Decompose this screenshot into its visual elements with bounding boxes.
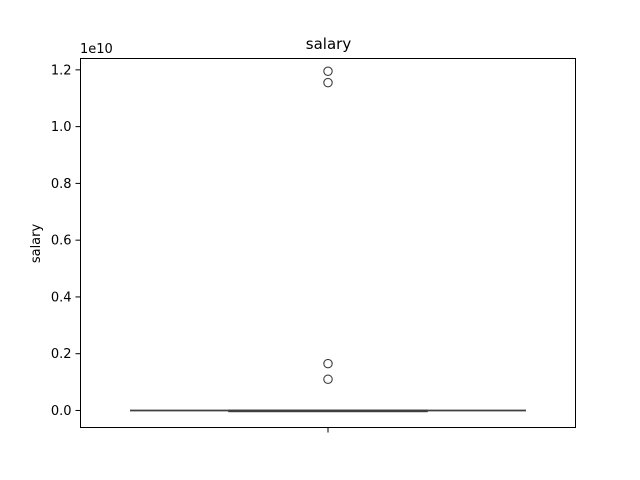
y-tick-label: 1.0 [51, 120, 72, 135]
chart-title: salary [306, 35, 352, 53]
y-tick-label: 0.6 [51, 234, 72, 249]
axes-frame [80, 58, 576, 428]
y-ticks: 0.0 0.2 0.4 0.6 0.8 1.0 1.2 [51, 63, 81, 419]
y-tick-label: 0.4 [51, 290, 72, 305]
outlier-point [323, 374, 333, 384]
y-axis-label: salary [29, 224, 44, 264]
outlier-point [323, 358, 333, 369]
y-tick-label: 0.8 [51, 177, 72, 192]
y-tick-label: 0.0 [51, 404, 72, 419]
outlier-point [323, 66, 333, 77]
y-offset-label: 1e10 [80, 42, 113, 57]
y-tick-label: 1.2 [51, 63, 72, 78]
plot-area [130, 66, 526, 413]
outlier-point [323, 77, 333, 88]
y-tick-label: 0.2 [51, 347, 72, 362]
